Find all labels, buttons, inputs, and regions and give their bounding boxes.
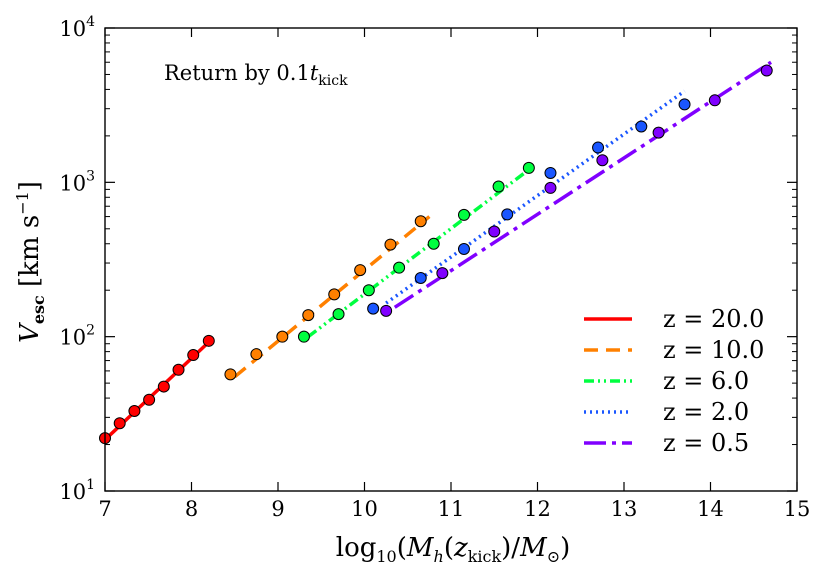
legend-label: z = 20.0 xyxy=(663,305,764,333)
data-point xyxy=(202,334,215,347)
x-tick-label: 8 xyxy=(185,497,198,521)
y-tick-label: 103 xyxy=(59,168,95,195)
series-line xyxy=(385,89,686,305)
legend-label: z = 0.5 xyxy=(663,429,749,457)
series-4 xyxy=(380,60,773,317)
data-point xyxy=(250,348,263,361)
data-point xyxy=(297,330,310,343)
y-tick-label: 101 xyxy=(59,477,95,504)
data-point xyxy=(492,180,505,193)
data-point xyxy=(384,238,397,251)
data-point xyxy=(113,417,126,430)
series-3 xyxy=(367,89,691,315)
x-tick-label: 7 xyxy=(98,497,111,521)
data-point xyxy=(708,94,721,107)
legend: z = 20.0 z = 10.0 z = 6.0 z = 2.0 z = 0.5 xyxy=(584,305,764,457)
data-point xyxy=(128,404,141,417)
data-point xyxy=(678,98,691,111)
data-point xyxy=(501,208,514,221)
annotation: Return by 0.1tkick xyxy=(164,61,348,89)
data-point xyxy=(157,380,170,393)
data-point xyxy=(224,368,237,381)
data-point xyxy=(596,154,609,167)
data-point xyxy=(172,363,185,376)
data-point xyxy=(276,330,289,343)
legend-entry-3: z = 2.0 xyxy=(584,398,749,426)
data-point xyxy=(187,349,200,362)
legend-label: z = 2.0 xyxy=(663,398,749,426)
data-point xyxy=(635,120,648,133)
data-point xyxy=(367,302,380,315)
x-tick-label: 9 xyxy=(271,497,284,521)
data-point xyxy=(457,208,470,221)
legend-entry-2: z = 6.0 xyxy=(584,367,749,395)
data-point xyxy=(522,161,535,174)
data-point xyxy=(362,284,375,297)
series-line xyxy=(307,171,526,339)
legend-entry-4: z = 0.5 xyxy=(584,429,749,457)
data-point xyxy=(380,304,393,317)
data-point xyxy=(436,267,449,280)
x-tick-label: 14 xyxy=(697,497,724,521)
data-point xyxy=(427,237,440,250)
series-1 xyxy=(224,215,431,381)
data-point xyxy=(652,126,665,139)
y-tick-label: 102 xyxy=(59,323,95,350)
legend-entry-1: z = 10.0 xyxy=(584,336,764,364)
x-tick-label: 13 xyxy=(611,497,638,521)
x-axis-label: log10(Mh(zkick)/M⊙) xyxy=(336,533,571,566)
y-tick-label: 104 xyxy=(59,14,95,41)
series-2 xyxy=(297,161,535,343)
data-point xyxy=(592,141,605,154)
data-point xyxy=(328,288,341,301)
data-point xyxy=(143,393,156,406)
y-axis-label: Vesc [km s−1] xyxy=(13,181,48,343)
data-point xyxy=(393,261,406,274)
legend-entry-0: z = 20.0 xyxy=(584,305,764,333)
data-point xyxy=(544,181,557,194)
x-tick-label: 10 xyxy=(351,497,378,521)
legend-label: z = 6.0 xyxy=(663,367,749,395)
data-point xyxy=(760,64,773,77)
x-tick-label: 12 xyxy=(524,497,551,521)
data-point xyxy=(457,242,470,255)
x-tick-label: 15 xyxy=(784,497,811,521)
data-point xyxy=(414,271,427,284)
series-layer xyxy=(99,60,773,445)
data-point xyxy=(354,264,367,277)
data-point xyxy=(488,225,501,238)
data-point xyxy=(544,166,557,179)
legend-label: z = 10.0 xyxy=(663,336,764,364)
x-tick-label: 11 xyxy=(438,497,465,521)
data-point xyxy=(414,215,427,228)
series-0 xyxy=(99,334,215,445)
series-line xyxy=(233,215,431,379)
data-point xyxy=(332,308,345,321)
axes-layer: 7 8 9 10 11 12 13 14 15 101 102 103 104 xyxy=(59,14,810,521)
data-point xyxy=(302,309,315,322)
